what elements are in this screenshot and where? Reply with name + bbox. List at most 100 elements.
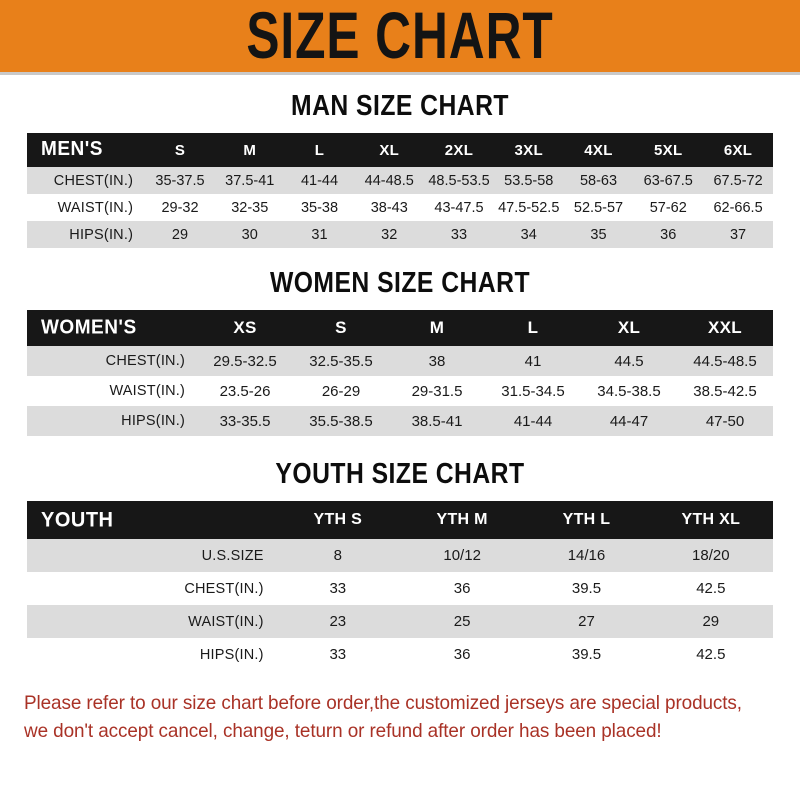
men-waist-3xl: 47.5-52.5 — [498, 199, 560, 216]
order-policy-line-1: Please refer to our size chart before or… — [24, 692, 742, 714]
men-size-6xl: 6XL — [723, 141, 753, 159]
youth-ussize-xl: 18/20 — [692, 547, 730, 564]
men-size-4xl: 4XL — [584, 141, 613, 159]
women-hips-s: 35.5-38.5 — [309, 412, 373, 430]
table-row: HIPS(IN.) 29 30 31 32 33 34 35 36 37 — [27, 221, 773, 248]
men-hips-s: 29 — [171, 226, 189, 243]
women-size-m: M — [429, 318, 445, 337]
banner-divider — [0, 72, 800, 75]
men-waist-2xl: 43-47.5 — [434, 199, 484, 216]
youth-chest-xl: 42.5 — [696, 580, 726, 597]
men-size-table: MEN'S S M L XL 2XL 3XL 4XL 5XL 6XL CHEST… — [27, 133, 773, 248]
men-chest-l: 41-44 — [300, 172, 339, 189]
men-size-5xl: 5XL — [654, 141, 683, 159]
youth-header-label: YOUTH — [41, 507, 114, 532]
women-hips-xs: 33-35.5 — [219, 412, 271, 430]
youth-size-table: YOUTH YTH S YTH M YTH L YTH XL U.S.SIZE … — [27, 501, 773, 671]
men-hips-5xl: 36 — [660, 226, 677, 243]
women-waist-m: 29-31.5 — [411, 382, 463, 400]
men-size-3xl: 3XL — [514, 141, 543, 159]
youth-header-row: YOUTH YTH S YTH M YTH L YTH XL — [27, 501, 773, 539]
men-size-l: L — [314, 141, 325, 159]
men-hips-3xl: 34 — [520, 226, 537, 243]
table-row: HIPS(IN.) 33-35.5 35.5-38.5 38.5-41 41-4… — [27, 406, 773, 436]
men-size-s: S — [174, 141, 186, 159]
men-hips-4xl: 35 — [590, 226, 607, 243]
men-chest-4xl: 58-63 — [579, 172, 618, 189]
men-hips-l: 31 — [311, 226, 328, 243]
men-hips-xl: 32 — [381, 226, 398, 243]
men-chest-3xl: 53.5-58 — [504, 172, 554, 189]
men-size-2xl: 2XL — [444, 141, 474, 159]
men-chest-m: 37.5-41 — [225, 172, 275, 189]
women-size-xxl: XXL — [708, 318, 742, 337]
men-chest-s: 35-37.5 — [155, 172, 205, 189]
men-waist-m: 32-35 — [231, 199, 269, 216]
men-hips-m: 30 — [241, 226, 258, 243]
women-header-row: WOMEN'S XS S M L XL XXL — [27, 310, 773, 346]
youth-waist-xl: 29 — [702, 613, 720, 630]
men-waist-s: 29-32 — [161, 199, 199, 216]
youth-chest-l: 39.5 — [571, 580, 602, 597]
men-hips-2xl: 33 — [450, 226, 468, 243]
youth-size-l: YTH L — [562, 511, 611, 528]
women-size-s: S — [335, 318, 347, 337]
order-policy-note: Please refer to our size chart before or… — [24, 689, 753, 746]
men-size-xl: XL — [379, 141, 400, 159]
youth-ussize-s: 8 — [333, 547, 342, 564]
men-chest-label: CHEST(IN.) — [53, 172, 134, 189]
youth-ussize-l: 14/16 — [567, 547, 606, 564]
table-row: U.S.SIZE 8 10/12 14/16 18/20 — [27, 539, 773, 572]
youth-section-title: YOUTH SIZE CHART — [275, 456, 525, 490]
table-row: CHEST(IN.) 35-37.5 37.5-41 41-44 44-48.5… — [27, 167, 773, 194]
table-row: WAIST(IN.) 23 25 27 29 — [27, 605, 773, 638]
youth-waist-m: 25 — [453, 613, 471, 630]
women-hips-xxl: 47-50 — [705, 412, 745, 430]
women-waist-xs: 23.5-26 — [219, 382, 271, 400]
men-hips-label: HIPS(IN.) — [69, 226, 134, 243]
women-header-label: WOMEN'S — [41, 316, 137, 339]
men-waist-5xl: 57-62 — [649, 199, 687, 216]
page-banner: SIZE CHART — [0, 0, 800, 72]
youth-size-s: YTH S — [313, 511, 363, 528]
women-hips-label: HIPS(IN.) — [121, 413, 185, 429]
women-size-l: L — [527, 318, 539, 337]
women-hips-xl: 44-47 — [609, 412, 649, 430]
women-waist-xl: 34.5-38.5 — [597, 382, 661, 400]
youth-chest-m: 36 — [453, 580, 471, 597]
men-waist-4xl: 52.5-57 — [573, 199, 624, 216]
youth-hips-l: 39.5 — [571, 646, 602, 663]
women-chest-s: 32.5-35.5 — [309, 352, 373, 370]
women-chest-xs: 29.5-32.5 — [213, 352, 277, 370]
men-section-title: MAN SIZE CHART — [291, 88, 509, 122]
men-chest-2xl: 48.5-53.5 — [428, 172, 490, 189]
youth-hips-xl: 42.5 — [696, 646, 726, 663]
men-waist-label: WAIST(IN.) — [57, 199, 134, 216]
men-size-m: M — [243, 141, 257, 159]
women-section-title: WOMEN SIZE CHART — [269, 265, 531, 299]
youth-ussize-label: U.S.SIZE — [201, 547, 264, 564]
youth-size-xl: YTH XL — [681, 511, 741, 528]
women-chest-m: 38 — [428, 352, 446, 370]
youth-hips-label: HIPS(IN.) — [199, 646, 264, 663]
women-size-xs: XS — [233, 318, 257, 337]
men-waist-xl: 38-43 — [370, 199, 408, 216]
men-chest-6xl: 67.5-72 — [713, 172, 763, 189]
table-row: CHEST(IN.) 33 36 39.5 42.5 — [27, 572, 773, 605]
youth-waist-s: 23 — [329, 613, 347, 630]
page-title: SIZE CHART — [246, 0, 554, 72]
women-waist-s: 26-29 — [321, 382, 361, 400]
youth-hips-m: 36 — [453, 646, 471, 663]
youth-chest-label: CHEST(IN.) — [184, 580, 264, 597]
table-row: CHEST(IN.) 29.5-32.5 32.5-35.5 38 41 44.… — [27, 346, 773, 376]
men-waist-6xl: 62-66.5 — [713, 199, 763, 216]
men-chest-5xl: 63-67.5 — [643, 172, 693, 189]
table-row: HIPS(IN.) 33 36 39.5 42.5 — [27, 638, 773, 671]
men-header-row: MEN'S S M L XL 2XL 3XL 4XL 5XL 6XL — [27, 133, 773, 167]
order-policy-line-2: we don't accept cancel, change, teturn o… — [24, 720, 662, 743]
women-waist-label: WAIST(IN.) — [109, 383, 185, 399]
men-hips-6xl: 37 — [729, 226, 747, 243]
women-waist-l: 31.5-34.5 — [501, 382, 565, 400]
table-row: WAIST(IN.) 23.5-26 26-29 29-31.5 31.5-34… — [27, 376, 773, 406]
